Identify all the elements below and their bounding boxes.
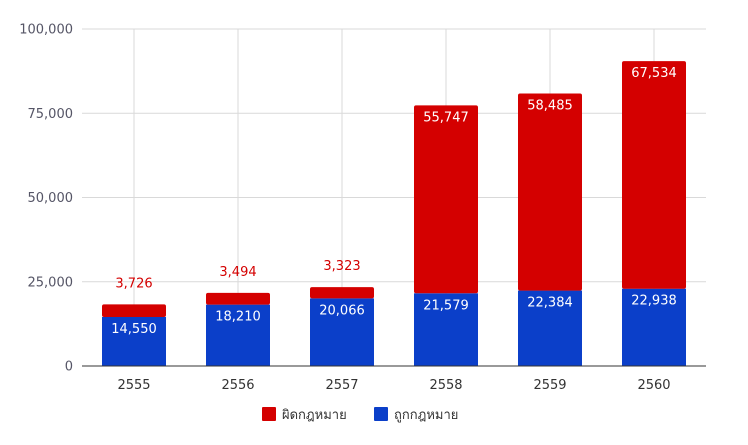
- legend-swatch: [262, 407, 276, 421]
- data-label: 3,726: [115, 276, 152, 291]
- x-tick-label: 2559: [533, 378, 566, 393]
- data-label: 58,485: [527, 98, 573, 113]
- x-axis: 2555 2556 2557 2558 2559 2560: [82, 365, 706, 393]
- data-label: 22,938: [631, 294, 677, 309]
- data-label: 3,494: [219, 265, 256, 280]
- data-label: 55,747: [423, 110, 469, 125]
- bar-segment: [310, 287, 374, 299]
- bar-segment: [102, 304, 166, 317]
- bar-segment: [518, 93, 582, 291]
- x-tick-label: 2558: [429, 378, 462, 393]
- legend-label: ถูกกฎหมาย: [394, 408, 458, 423]
- bars: [102, 61, 686, 366]
- data-label: 21,579: [423, 298, 469, 313]
- bar-segment: [518, 290, 582, 366]
- bar-segment: [414, 293, 478, 366]
- legend-swatch: [374, 407, 388, 421]
- data-label: 18,210: [215, 310, 261, 325]
- legend-label: ผิดกฎหมาย: [282, 408, 347, 423]
- y-tick-label: 50,000: [28, 191, 74, 206]
- data-labels: 14,550 3,726 18,210 3,494 20,066 3,323 21,579 5…: [111, 66, 677, 337]
- legend: ผิดกฎหมาย ถูกกฎหมาย: [262, 407, 458, 423]
- y-axis: 0 25,000 50,000 75,000 100,000: [19, 23, 73, 375]
- x-tick-label: 2556: [221, 378, 254, 393]
- bar-segment: [206, 304, 270, 366]
- data-label: 67,534: [631, 66, 677, 81]
- y-tick-label: 100,000: [19, 23, 73, 38]
- data-label: 22,384: [527, 296, 573, 311]
- y-tick-label: 25,000: [28, 275, 74, 290]
- data-label: 20,066: [319, 303, 365, 318]
- bar-segment: [622, 61, 686, 289]
- data-label: 14,550: [111, 322, 157, 337]
- x-tick-label: 2555: [117, 378, 150, 393]
- x-tick-label: 2560: [637, 378, 670, 393]
- bar-segment: [622, 288, 686, 366]
- y-tick-label: 0: [65, 360, 73, 375]
- bar-segment: [206, 292, 270, 305]
- grid-lines: [82, 28, 706, 366]
- bar-segment: [102, 316, 166, 366]
- data-label: 3,323: [323, 259, 360, 274]
- x-tick-label: 2557: [325, 378, 358, 393]
- y-tick-label: 75,000: [28, 107, 74, 122]
- bar-segment: [414, 105, 478, 294]
- bar-segment: [310, 298, 374, 366]
